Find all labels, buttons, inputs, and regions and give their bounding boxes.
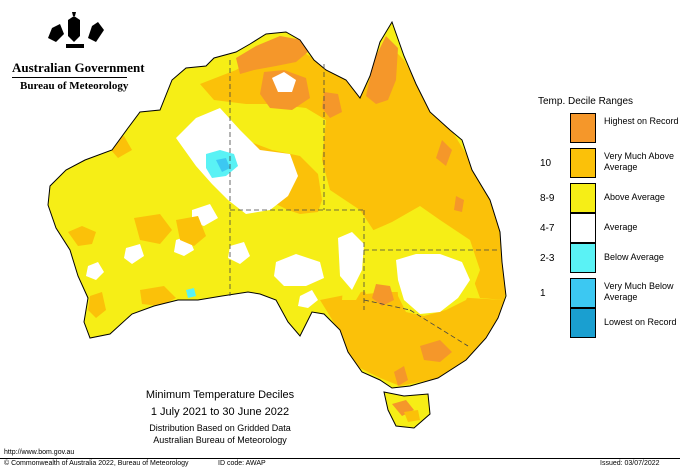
footer-copyright: © Commonwealth of Australia 2022, Bureau… bbox=[4, 460, 189, 467]
legend-item: 2-3 Below Average bbox=[532, 243, 680, 273]
legend-item-code: 4-7 bbox=[540, 223, 555, 234]
legend-item: Highest on Record bbox=[532, 113, 680, 143]
legend-item-swatch bbox=[570, 278, 596, 308]
map-period: 1 July 2021 to 30 June 2022 bbox=[150, 406, 290, 418]
logo-divider bbox=[12, 77, 127, 78]
footer-url[interactable]: http://www.bom.gov.au bbox=[4, 449, 75, 456]
legend-item-label: Above Average bbox=[604, 192, 665, 202]
legend-item-label: Below Average bbox=[604, 252, 664, 262]
coat-of-arms-icon bbox=[48, 12, 104, 48]
legend-item: 10 Very Much Above Average bbox=[532, 148, 680, 178]
legend-item: 1 Very Much Below Average bbox=[532, 278, 680, 308]
legend-item-label: Very Much Below Average bbox=[604, 281, 674, 302]
legend-item-label: Lowest on Record bbox=[604, 317, 677, 327]
map-title: Minimum Temperature Deciles bbox=[145, 389, 295, 401]
legend-item-swatch bbox=[570, 183, 596, 213]
legend-item-code: 10 bbox=[540, 158, 552, 169]
legend-item-swatch bbox=[570, 148, 596, 178]
legend-item-swatch bbox=[570, 308, 596, 338]
map-source: Australian Bureau of Meteorology bbox=[153, 435, 287, 445]
legend-item-code: 1 bbox=[540, 288, 546, 299]
footer-id-code: ID code: AWAP bbox=[218, 460, 266, 467]
legend-item: Lowest on Record bbox=[532, 308, 680, 338]
footer-issued: Issued: 03/07/2022 bbox=[600, 460, 660, 467]
legend-title: Temp. Decile Ranges bbox=[538, 96, 634, 107]
legend-item-code: 2-3 bbox=[540, 253, 555, 264]
government-name: Australian Government bbox=[12, 60, 145, 75]
map-method: Distribution Based on Gridded Data bbox=[149, 423, 291, 433]
legend-item-swatch bbox=[570, 213, 596, 243]
legend-item: 8-9 Above Average bbox=[532, 183, 680, 213]
footer-divider bbox=[0, 458, 680, 459]
legend-item-label: Highest on Record bbox=[604, 116, 679, 126]
legend-item: 4-7 Average bbox=[532, 213, 680, 243]
legend-item-code: 8-9 bbox=[540, 193, 555, 204]
legend-item-swatch bbox=[570, 243, 596, 273]
legend-item-label: Very Much Above Average bbox=[604, 151, 675, 172]
legend-item-swatch bbox=[570, 113, 596, 143]
bureau-name: Bureau of Meteorology bbox=[20, 80, 129, 92]
legend-item-label: Average bbox=[604, 222, 638, 232]
